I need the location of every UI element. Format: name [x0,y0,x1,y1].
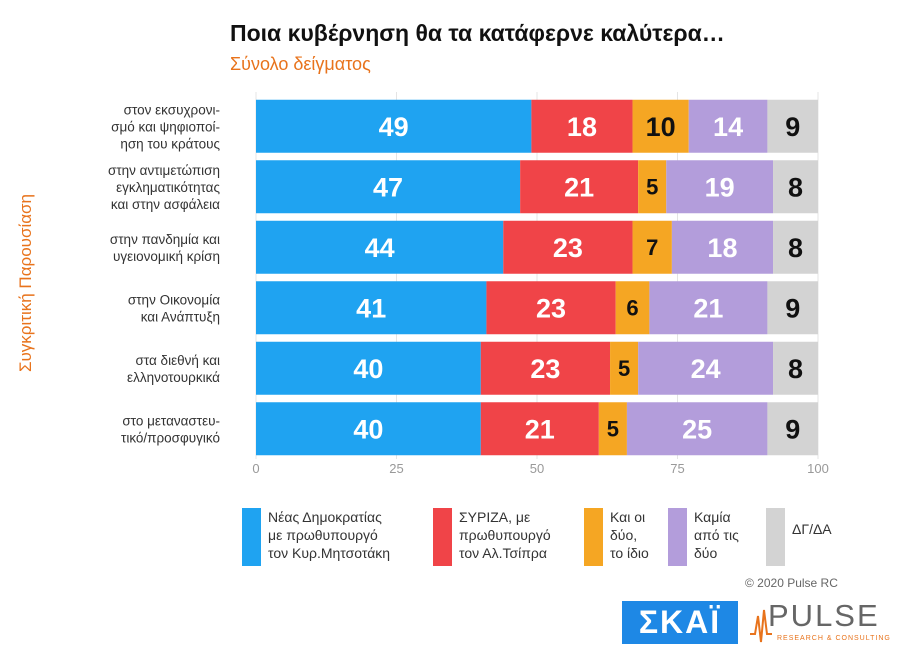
bar-segment [256,220,504,274]
bar-segment [773,160,818,214]
bar-segment [256,341,481,395]
bar-segment [626,402,768,456]
data-label: 8 [788,354,803,384]
pulse-logo-word: PULSE [768,598,880,633]
pulse-wave-icon [750,609,772,643]
data-label: 23 [536,293,566,323]
data-label: 6 [626,296,638,321]
legend-label: Και οι δύο, το ίδιο [610,509,649,561]
chart-subtitle: Σύνολο δείγματος [230,54,371,74]
bar-segment [638,341,774,395]
bar-segment [767,99,818,153]
bar-segment [632,99,689,153]
bar-segment [688,99,768,153]
legend-item: ΣΥΡΙΖΑ, με πρωθυπουργό τον Αλ.Τσίπρα [433,508,551,566]
data-label: 21 [693,293,723,323]
x-tick-label-4: 100 [807,461,829,476]
bar-segment [638,160,667,214]
data-label: 14 [713,112,743,142]
bar-segment [666,160,774,214]
legend-item: ΔΓ/ΔΑ [766,508,832,566]
legend-label: ΔΓ/ΔΑ [792,521,832,537]
legend-item: Καμία από τις δύο [668,508,739,566]
data-label: 44 [365,233,395,263]
bar-segment [256,402,481,456]
x-tick-label-1: 25 [389,461,403,476]
data-label: 21 [525,414,555,444]
data-label: 23 [553,233,583,263]
legend-swatch [766,508,785,566]
bar-segment [773,341,818,395]
category-label: στην πανδημία και υγειονομική κρίση [110,232,220,264]
bar-segment [767,402,818,456]
category-label: στα διεθνή και ελληνοτουρκικά [127,353,220,385]
category-label: στο μεταναστευ-τικό/προσφυγικό [121,413,220,445]
data-label: 18 [567,112,597,142]
bar-segment [520,160,639,214]
data-label: 5 [646,175,658,200]
category-label: στον εκσυχρονι-σμό και ψηφιοποί-ηση του … [111,102,220,151]
legend-label: Νέας Δημοκρατίας με πρωθυπουργό τον Κυρ.Μη… [268,509,391,561]
data-label: 19 [705,172,735,202]
bar-segment [767,281,818,335]
category-label: στην Οικονομία και Ανάπτυξη [128,292,220,324]
legend-label: Καμία από τις δύο [694,509,739,561]
data-label: 23 [530,354,560,384]
x-tick-label-2: 50 [530,461,544,476]
bar-segment [503,220,633,274]
data-label: 9 [785,293,800,323]
bar-segment [671,220,774,274]
data-label: 5 [618,356,630,381]
data-label: 40 [353,354,383,384]
data-label: 8 [788,172,803,202]
x-tick-label-3: 75 [670,461,684,476]
legend-swatch [668,508,687,566]
pulse-logo-subtitle: RESEARCH & CONSULTING [777,635,891,642]
pulse-logo: PULSE RESEARCH & CONSULTING [750,598,890,648]
data-label: 49 [379,112,409,142]
data-label: 40 [353,414,383,444]
data-label: 18 [707,233,737,263]
category-label: στην αντιμετώπιση εγκληματικότητας και στη… [108,163,221,212]
data-label: 7 [646,235,658,260]
data-label: 25 [682,414,712,444]
bar-segment [480,402,599,456]
bar-segment [773,220,818,274]
legend-item: Νέας Δημοκρατίας με πρωθυπουργό τον Κυρ.Μη… [242,508,390,566]
legend-swatch [433,508,452,566]
data-label: 21 [564,172,594,202]
bar-segment [480,341,611,395]
copyright-text: © 2020 Pulse RC [745,576,838,590]
bar-segment [649,281,768,335]
legend-swatch [242,508,261,566]
legend-item: Και οι δύο, το ίδιο [584,508,649,566]
data-label: 9 [785,112,800,142]
data-label: 9 [785,414,800,444]
x-tick-label-0: 0 [252,461,259,476]
data-label: 41 [356,293,386,323]
data-label: 10 [646,112,676,142]
bar-segment [256,281,487,335]
legend-label: ΣΥΡΙΖΑ, με πρωθυπουργό τον Αλ.Τσίπρα [459,509,551,561]
legend-swatch [584,508,603,566]
data-label: 24 [691,354,721,384]
bar-segment [531,99,633,153]
bar-segment [615,281,650,335]
chart-title: Ποια κυβέρνηση θα τα κατάφερνε καλύτερα… [230,20,725,46]
data-label: 5 [607,417,619,442]
bar-segment [598,402,627,456]
bar-segment [632,220,672,274]
bar-segment [486,281,616,335]
data-label: 47 [373,172,403,202]
bar-segment [256,160,521,214]
data-label: 8 [788,233,803,263]
skai-logo: ΣΚΑΪ [622,601,738,644]
bar-segment [610,341,639,395]
bar-segment [256,99,532,153]
